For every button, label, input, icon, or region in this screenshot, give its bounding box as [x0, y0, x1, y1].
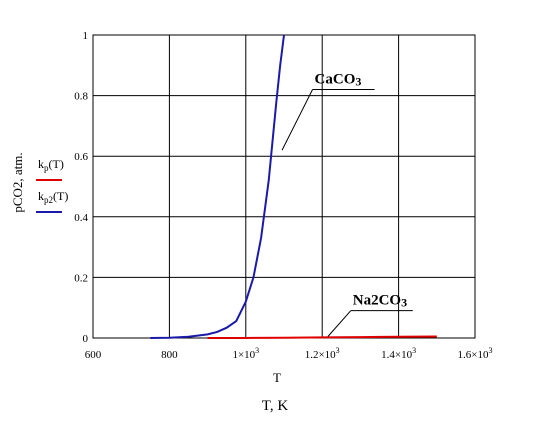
- annotation-label-0: CaCO3: [315, 71, 362, 88]
- x-tick-label: 600: [85, 349, 102, 361]
- x-tick-label: 800: [161, 349, 178, 361]
- legend-label-0: kp(T): [38, 157, 64, 173]
- annotation-layer: CaCO3 Na2CO3: [281, 71, 413, 337]
- x-tick-label: 1×103: [232, 346, 259, 361]
- x-axis-label-outer: T, K: [262, 398, 289, 414]
- x-axis-label: T: [273, 370, 281, 385]
- y-tick-label: 0.6: [74, 151, 88, 163]
- y-tick-label: 0: [83, 333, 89, 345]
- legend-layer: kp(T) kp2(T): [36, 157, 68, 213]
- series-line-1: [150, 34, 285, 339]
- x-tick-label: 1.4×103: [381, 346, 416, 361]
- annotation-leader-1: [327, 310, 352, 337]
- grid-layer: [93, 35, 475, 338]
- tick-layer: 600 800 1×103 1.2×103 1.4×103 1.6×103 0 0.2 0.4 0…: [74, 30, 492, 361]
- y-tick-label: 0.2: [74, 272, 88, 284]
- y-tick-label: 0.4: [74, 212, 88, 224]
- legend-label-1: kp2(T): [38, 189, 68, 205]
- y-tick-label: 0.8: [74, 91, 88, 103]
- series-line-0: [207, 335, 437, 339]
- series-layer: [150, 34, 437, 339]
- annotation-leader-0: [281, 89, 314, 151]
- plot-frame: [92, 34, 476, 339]
- y-tick-label: 1: [83, 30, 89, 42]
- annotation-label-1: Na2CO3: [353, 293, 407, 310]
- x-tick-label: 1.2×103: [305, 346, 340, 361]
- x-tick-label: 1.6×103: [458, 346, 493, 361]
- y-axis-label: pCO2, atm.: [10, 152, 25, 212]
